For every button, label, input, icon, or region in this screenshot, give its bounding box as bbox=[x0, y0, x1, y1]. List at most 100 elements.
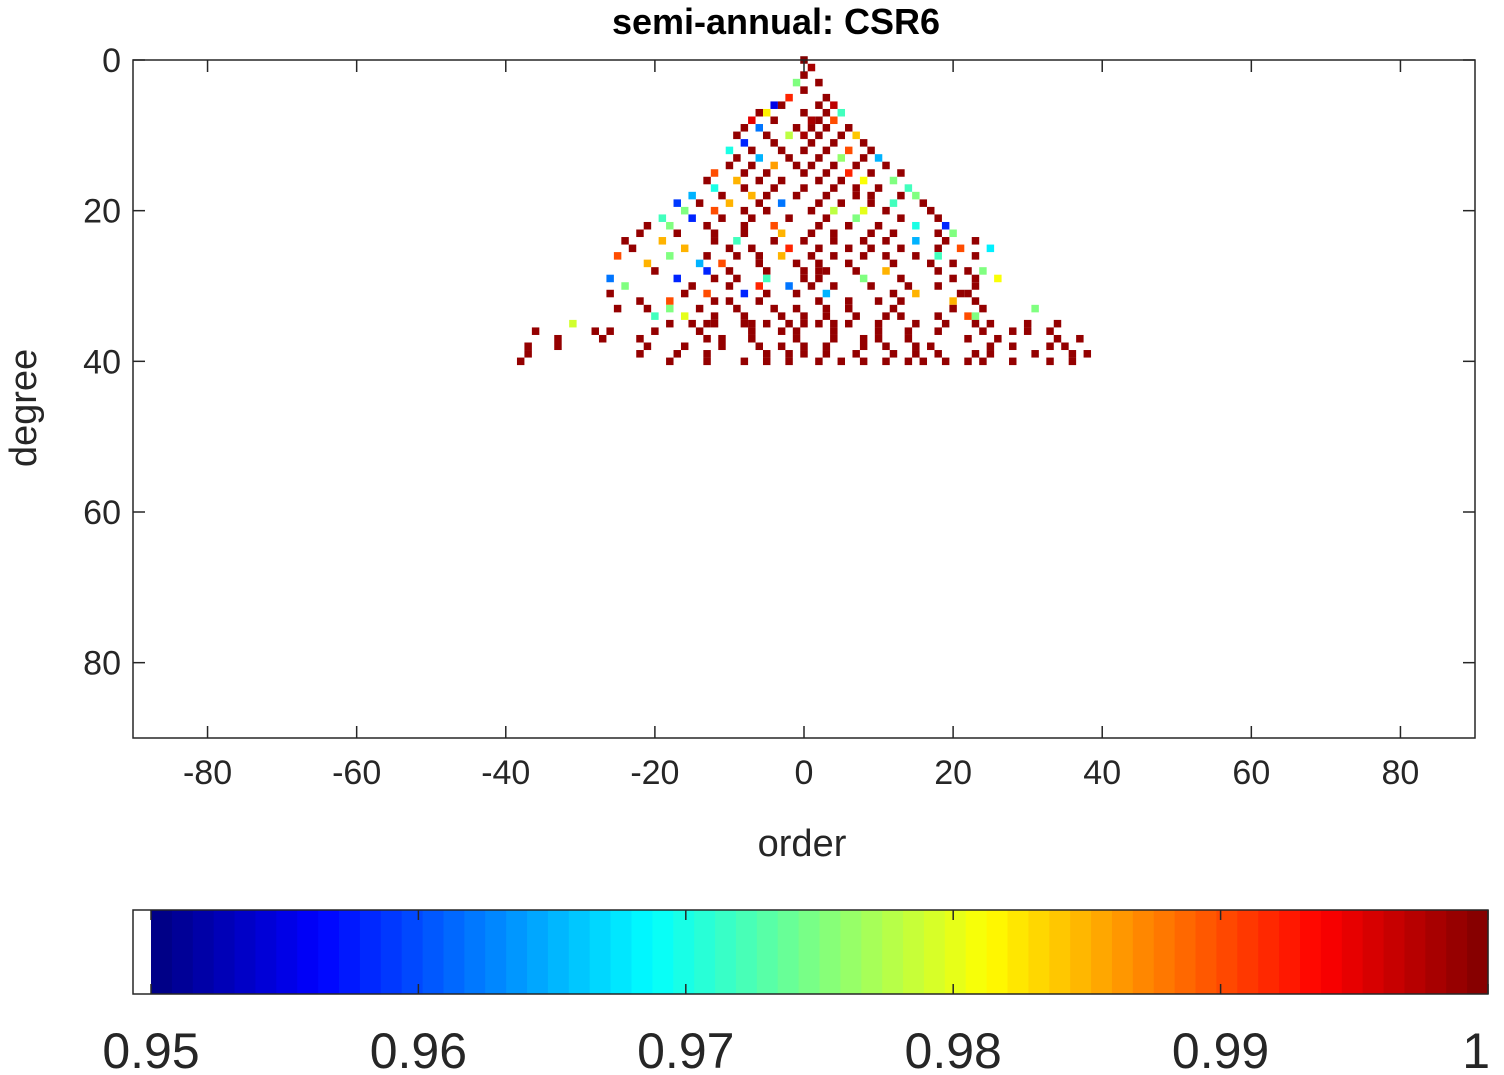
colorbar bbox=[132, 909, 1489, 995]
heatmap-cell bbox=[606, 327, 614, 335]
heatmap-cell bbox=[941, 357, 950, 366]
heatmap-cell bbox=[912, 191, 920, 200]
heatmap-cell bbox=[934, 350, 942, 358]
heatmap-cell bbox=[658, 214, 667, 222]
heatmap-cell bbox=[815, 267, 823, 275]
heatmap-cell bbox=[695, 327, 704, 335]
heatmap-cell bbox=[680, 206, 689, 215]
colorbar-segment bbox=[652, 910, 674, 994]
heatmap-cell bbox=[651, 327, 659, 335]
heatmap-cell bbox=[815, 274, 823, 283]
heatmap-cell bbox=[725, 146, 734, 155]
heatmap-cell bbox=[718, 334, 726, 343]
heatmap-cell bbox=[792, 289, 801, 298]
heatmap-cell bbox=[919, 199, 928, 207]
heatmap-cell bbox=[867, 169, 875, 177]
heatmap-cell bbox=[1023, 327, 1032, 335]
heatmap-cell bbox=[718, 259, 726, 268]
heatmap-cell bbox=[852, 191, 860, 200]
heatmap-cell bbox=[822, 191, 831, 200]
heatmap-cells bbox=[516, 56, 1092, 366]
heatmap-cell bbox=[680, 312, 689, 320]
heatmap-cell bbox=[859, 237, 868, 245]
colorbar-segment bbox=[318, 910, 340, 994]
colorbar-segment bbox=[359, 910, 382, 994]
heatmap-cell bbox=[755, 282, 763, 290]
heatmap-cell bbox=[859, 342, 868, 351]
colorbar-segment bbox=[276, 910, 298, 994]
heatmap-cell bbox=[762, 169, 771, 177]
y-axis-ticks: 0 20 40 60 80 bbox=[83, 42, 1475, 683]
heatmap-cell bbox=[822, 124, 831, 132]
heatmap-cell bbox=[606, 274, 614, 283]
heatmap-cell bbox=[785, 214, 793, 222]
heatmap-cell bbox=[979, 327, 987, 335]
heatmap-cell bbox=[1083, 350, 1092, 358]
colorbar-segment bbox=[1299, 910, 1322, 994]
heatmap-cell bbox=[927, 206, 935, 215]
colorbar-segment bbox=[1320, 910, 1343, 994]
heatmap-cell bbox=[859, 139, 868, 147]
heatmap-cell bbox=[912, 350, 920, 358]
heatmap-cell bbox=[859, 154, 868, 162]
heatmap-cell bbox=[770, 237, 778, 245]
colorbar-segment bbox=[715, 910, 737, 994]
heatmap-cell bbox=[986, 342, 995, 351]
heatmap-cell bbox=[994, 274, 1002, 283]
heatmap-cell bbox=[785, 282, 793, 290]
colorbar-segment bbox=[422, 910, 445, 994]
heatmap-cell bbox=[822, 108, 831, 117]
heatmap-cell bbox=[897, 297, 905, 305]
heatmap-cell bbox=[516, 357, 525, 366]
heatmap-cell bbox=[971, 312, 980, 320]
heatmap-cell bbox=[628, 244, 637, 253]
colorbar-segment bbox=[234, 910, 257, 994]
colorbar-segment bbox=[297, 910, 319, 994]
heatmap-cell bbox=[830, 282, 838, 290]
heatmap-cell bbox=[912, 319, 920, 328]
colorbar-segment bbox=[527, 910, 549, 994]
heatmap-cell bbox=[792, 124, 801, 132]
heatmap-cell bbox=[762, 350, 771, 358]
heatmap-cell bbox=[792, 78, 801, 87]
heatmap-cell bbox=[830, 319, 838, 328]
heatmap-cell bbox=[815, 357, 823, 366]
heatmap-cell bbox=[986, 244, 995, 253]
heatmap-cell bbox=[666, 252, 674, 260]
heatmap-cell bbox=[718, 191, 726, 200]
colorbar-segment bbox=[1216, 910, 1238, 994]
heatmap-cell bbox=[1046, 357, 1054, 366]
heatmap-cell bbox=[867, 199, 875, 207]
heatmap-cell bbox=[845, 221, 853, 230]
heatmap-cell bbox=[695, 259, 704, 268]
heatmap-cell bbox=[710, 274, 719, 283]
heatmap-cell bbox=[725, 161, 734, 170]
x-tick-label: -60 bbox=[332, 754, 381, 792]
colorbar-segment bbox=[1049, 910, 1071, 994]
colorbar-frame bbox=[132, 909, 1489, 995]
colorbar-segment bbox=[1007, 910, 1030, 994]
heatmap-cell bbox=[949, 304, 957, 313]
colorbar-tick-label: 0.99 bbox=[1172, 1023, 1269, 1075]
heatmap-cell bbox=[762, 191, 771, 200]
colorbar-segment bbox=[151, 910, 173, 994]
heatmap-cell bbox=[569, 319, 577, 328]
heatmap-cell bbox=[748, 319, 756, 328]
colorbar-tick-label: 0.95 bbox=[102, 1023, 199, 1075]
heatmap-cell bbox=[815, 78, 823, 87]
heatmap-cell bbox=[748, 244, 756, 253]
heatmap-cell bbox=[830, 139, 838, 147]
heatmap-cell bbox=[807, 139, 816, 147]
colorbar-segment bbox=[443, 910, 465, 994]
heatmap-cell bbox=[949, 297, 957, 305]
heatmap-cell bbox=[1031, 350, 1039, 358]
heatmap-cell bbox=[882, 237, 890, 245]
heatmap-cell bbox=[770, 101, 778, 109]
heatmap-cell bbox=[845, 319, 853, 328]
heatmap-cell bbox=[912, 342, 920, 351]
heatmap-cell bbox=[859, 252, 868, 260]
colorbar-segment bbox=[547, 910, 570, 994]
heatmap-cell bbox=[874, 334, 883, 343]
colorbar-segment bbox=[485, 910, 507, 994]
